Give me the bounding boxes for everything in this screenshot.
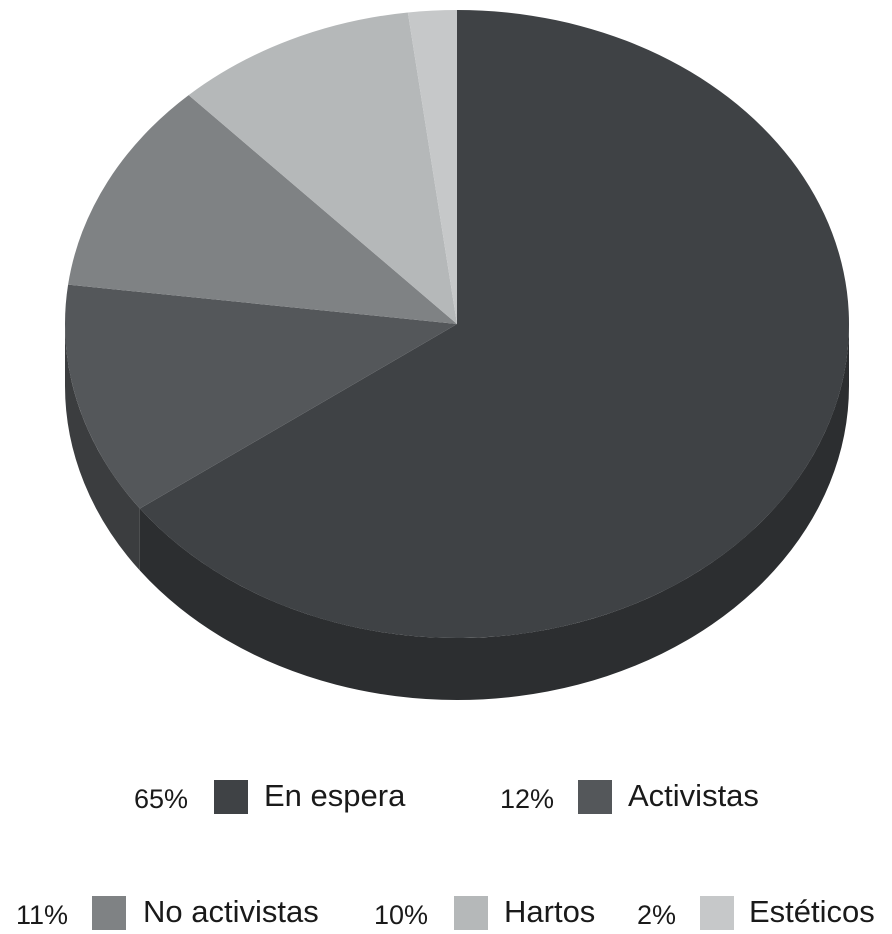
legend-pct: 11% (16, 900, 69, 930)
legend-label: Activistas (628, 778, 759, 813)
pie-sides (65, 324, 849, 700)
legend-swatch (214, 780, 248, 814)
legend-swatch (700, 896, 734, 930)
pie-slice-activistas (65, 284, 458, 509)
legend-row-1: 65% En espera 12% Activistas (0, 778, 892, 818)
pie-slice-en-espera (139, 10, 850, 638)
legend-pct: 2% (637, 900, 677, 930)
legend-pct: 12% (500, 784, 555, 814)
pie-side-en-espera (139, 324, 849, 700)
legend-swatch (454, 896, 488, 930)
legend-pct: 10% (374, 900, 429, 930)
pie-tops (65, 10, 850, 638)
pie-slice-esteticos (407, 10, 457, 324)
legend-swatch (92, 896, 126, 930)
legend-label: En espera (264, 778, 406, 813)
pie-side-activistas (65, 324, 140, 571)
legend-row-2: 11% No activistas 10% Hartos 2% Estético… (0, 894, 892, 934)
legend-label: No activistas (143, 894, 319, 929)
legend-swatch (578, 780, 612, 814)
legend-label: Hartos (504, 894, 596, 929)
pie-slice-hartos (188, 12, 457, 324)
pie-slice-no-activistas (68, 95, 457, 324)
legend-pct: 65% (134, 784, 189, 814)
legend-label: Estéticos (749, 894, 875, 929)
